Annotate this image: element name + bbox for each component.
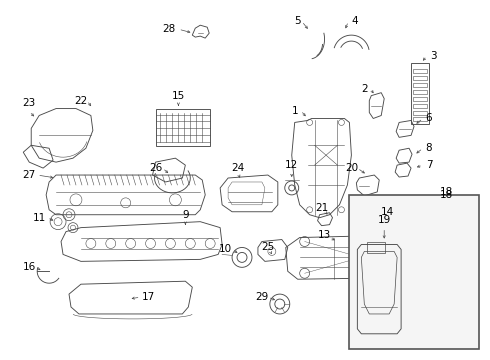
Text: 18: 18 (440, 190, 453, 200)
Text: 10: 10 (219, 244, 232, 255)
Bar (368, 242, 385, 253)
Text: 15: 15 (172, 91, 185, 101)
Text: 24: 24 (231, 163, 245, 173)
Text: 2: 2 (361, 84, 368, 94)
Text: 22: 22 (74, 96, 88, 105)
Text: 8: 8 (426, 143, 432, 153)
Bar (155, 109, 210, 146)
Text: 16: 16 (23, 262, 36, 272)
Bar (349, 195, 479, 349)
Bar (413, 69, 427, 73)
Text: 9: 9 (182, 210, 189, 220)
Text: 3: 3 (431, 51, 437, 61)
Text: 17: 17 (142, 292, 155, 302)
Text: 19: 19 (378, 215, 391, 225)
Text: 29: 29 (255, 292, 269, 302)
Text: 13: 13 (318, 230, 331, 239)
Text: 12: 12 (285, 160, 298, 170)
Bar (413, 76, 427, 80)
Bar (413, 90, 427, 94)
Text: 6: 6 (426, 113, 432, 123)
Text: 14: 14 (381, 207, 394, 217)
Text: 28: 28 (162, 24, 175, 34)
Bar (413, 104, 427, 108)
Bar (413, 117, 427, 121)
Text: 23: 23 (23, 98, 36, 108)
Text: 25: 25 (261, 243, 274, 252)
Text: 1: 1 (292, 105, 298, 116)
Bar (413, 111, 427, 114)
Bar (413, 83, 427, 87)
Text: 18: 18 (440, 187, 453, 197)
Text: 4: 4 (351, 16, 358, 26)
Text: 7: 7 (426, 160, 432, 170)
Bar (411, 63, 429, 125)
Text: 11: 11 (32, 213, 46, 223)
Text: 26: 26 (149, 163, 162, 173)
Text: 20: 20 (345, 163, 358, 173)
Text: 5: 5 (294, 16, 301, 26)
Text: 27: 27 (23, 170, 36, 180)
Text: 21: 21 (315, 203, 328, 213)
Bar (413, 96, 427, 100)
